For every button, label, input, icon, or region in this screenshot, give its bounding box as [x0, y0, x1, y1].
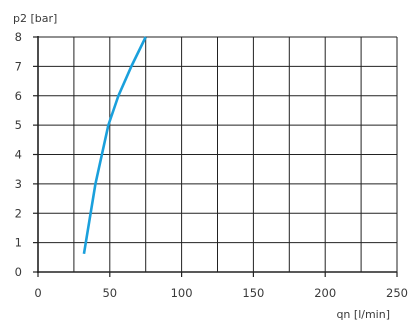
y-tick-label: 5	[15, 118, 22, 132]
tick-labels: 0 1 2 3 4 5 6 7 8 0 50 100 150 200 250	[15, 30, 408, 300]
x-axis-title: qn [l/min]	[336, 308, 390, 321]
series-layer	[82, 36, 147, 255]
y-tick-label: 2	[15, 206, 22, 220]
x-tick-label: 0	[34, 286, 41, 300]
x-tick-label: 100	[171, 286, 193, 300]
y-tick-label: 4	[15, 148, 22, 162]
grid-lines	[37, 36, 398, 273]
x-tick-label: 250	[386, 286, 408, 300]
y-axis-title: p2 [bar]	[13, 12, 57, 25]
y-tick-label: 3	[15, 177, 22, 191]
y-tick-label: 7	[15, 59, 22, 73]
y-tick-label: 1	[15, 236, 22, 250]
x-tick-label: 200	[314, 286, 336, 300]
x-tick-label: 50	[102, 286, 117, 300]
axes	[33, 36, 398, 277]
x-tick-label: 150	[242, 286, 264, 300]
y-tick-label: 0	[15, 265, 22, 279]
y-tick-label: 8	[15, 30, 22, 44]
y-tick-label: 6	[15, 89, 22, 103]
series-line	[82, 36, 147, 255]
